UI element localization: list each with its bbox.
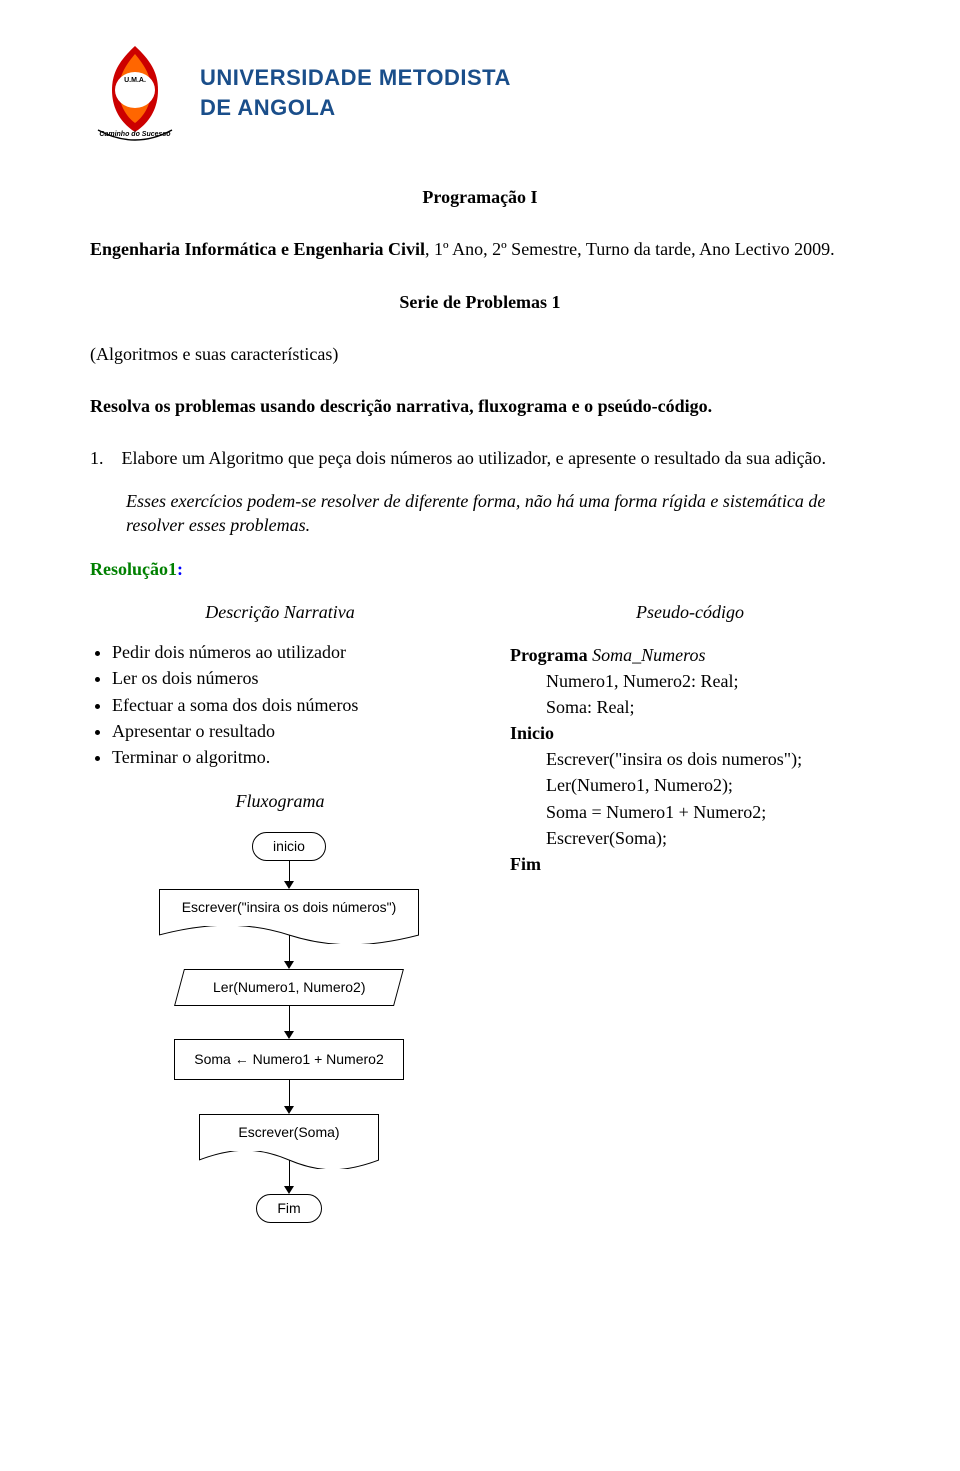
pseudo-l4: Escrever(Soma); xyxy=(510,825,870,851)
flow-end: Fim xyxy=(256,1194,321,1223)
course-bold: Engenharia Informática e Engenharia Civi… xyxy=(90,239,425,259)
flow-output-2: Escrever(Soma) xyxy=(199,1114,379,1160)
prog-name: Soma_Numeros xyxy=(592,645,705,665)
problem-1: 1. Elabore um Algoritmo que peça dois nú… xyxy=(90,446,870,470)
flow-arrow xyxy=(288,1005,290,1039)
pseudo-code: Programa Soma_Numeros Numero1, Numero2: … xyxy=(510,642,870,877)
pseudo-fim: Fim xyxy=(510,851,870,877)
flow-process: Soma ← Numero1 + Numero2 xyxy=(174,1039,404,1080)
list-item: Ler os dois números xyxy=(112,666,470,690)
list-item: Terminar o algoritmo. xyxy=(112,745,470,769)
two-column-area: Descrição Narrativa Pedir dois números a… xyxy=(90,600,870,1223)
logo-acronym: U.M.A. xyxy=(90,76,180,85)
narrative-list: Pedir dois números ao utilizador Ler os … xyxy=(90,640,470,769)
pseudo-heading: Pseudo-código xyxy=(510,600,870,624)
flowchart: inicio Escrever("insira os dois números"… xyxy=(108,832,470,1223)
logo-motto: Caminho do Sucesso xyxy=(90,130,180,139)
flow-arrow xyxy=(288,935,290,969)
flow-output-1-text: Escrever("insira os dois números") xyxy=(182,899,397,915)
problem-text: Elabore um Algoritmo que peça dois númer… xyxy=(122,446,827,470)
document-title: Programação I xyxy=(90,185,870,209)
uni-line2: DE ANGOLA xyxy=(200,93,511,123)
resolution-label: Resolução1: xyxy=(90,557,870,581)
right-column: Pseudo-código Programa Soma_Numeros Nume… xyxy=(510,600,870,877)
pseudo-decl2: Soma: Real; xyxy=(510,694,870,720)
flow-input: Ler(Numero1, Numero2) xyxy=(174,969,404,1006)
flow-output-1: Escrever("insira os dois números") xyxy=(159,889,419,935)
flow-arrow xyxy=(288,861,290,889)
flow-start: inicio xyxy=(252,832,326,861)
prog-keyword: Programa xyxy=(510,645,588,665)
course-rest: , 1º Ano, 2º Semestre, Turno da tarde, A… xyxy=(425,239,835,259)
resolution-colon: : xyxy=(177,559,183,579)
course-line: Engenharia Informática e Engenharia Civi… xyxy=(90,237,870,261)
flow-output-2-text: Escrever(Soma) xyxy=(238,1124,339,1140)
list-item: Pedir dois números ao utilizador xyxy=(112,640,470,664)
left-column: Descrição Narrativa Pedir dois números a… xyxy=(90,600,470,1223)
problem-number: 1. xyxy=(90,446,104,470)
list-item: Efectuar a soma dos dois números xyxy=(112,693,470,717)
pseudo-decl1: Numero1, Numero2: Real; xyxy=(510,668,870,694)
subtitle-line: (Algoritmos e suas características) xyxy=(90,342,870,366)
flow-arrow xyxy=(288,1160,290,1194)
pseudo-inicio: Inicio xyxy=(510,720,870,746)
flow-arrow xyxy=(288,1080,290,1114)
list-item: Apresentar o resultado xyxy=(112,719,470,743)
resolution-green: Resolução1 xyxy=(90,559,177,579)
note-italic: Esses exercícios podem-se resolver de di… xyxy=(126,489,870,538)
university-name: UNIVERSIDADE METODISTA DE ANGOLA xyxy=(200,63,511,122)
uni-line1: UNIVERSIDADE METODISTA xyxy=(200,63,511,93)
pseudo-l1: Escrever("insira os dois numeros"); xyxy=(510,746,870,772)
pseudo-line: Programa Soma_Numeros xyxy=(510,642,870,668)
flow-input-text: Ler(Numero1, Numero2) xyxy=(213,978,366,997)
fluxograma-heading: Fluxograma xyxy=(90,789,470,813)
pseudo-l2: Ler(Numero1, Numero2); xyxy=(510,772,870,798)
series-title: Serie de Problemas 1 xyxy=(90,290,870,314)
instruction-line: Resolva os problemas usando descrição na… xyxy=(90,394,870,418)
letterhead: U.M.A. Caminho do Sucesso UNIVERSIDADE M… xyxy=(90,40,870,145)
pseudo-l3: Soma = Numero1 + Numero2; xyxy=(510,799,870,825)
descricao-heading: Descrição Narrativa xyxy=(90,600,470,624)
university-logo: U.M.A. Caminho do Sucesso xyxy=(90,40,180,145)
